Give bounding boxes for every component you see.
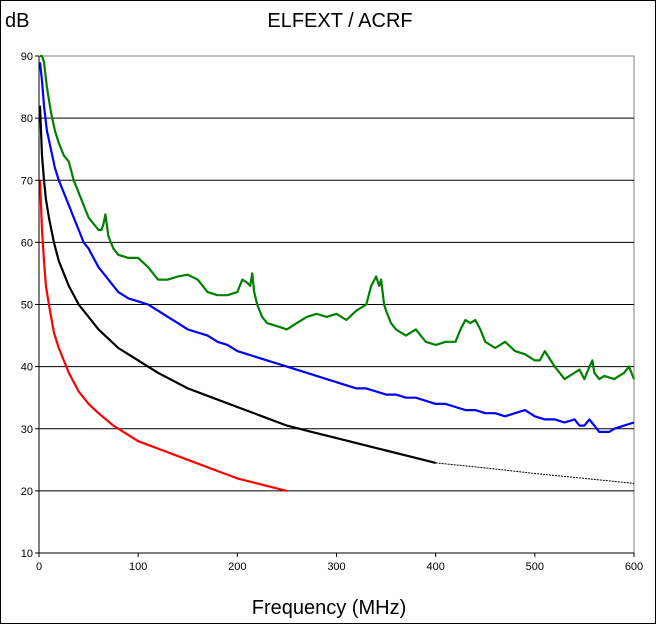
y-tick-label-90: 90 <box>21 51 33 63</box>
x-tick-label-600: 600 <box>625 561 643 573</box>
y-tick-label-80: 80 <box>21 113 33 125</box>
y-tick-label-50: 50 <box>21 300 33 312</box>
y-tick-label-30: 30 <box>21 424 33 436</box>
chart-title: ELFEXT / ACRF <box>267 10 412 32</box>
series-layer <box>38 54 636 492</box>
y-tick-label-40: 40 <box>21 362 33 374</box>
y-tick-label-10: 10 <box>21 548 33 560</box>
y-tick-label-20: 20 <box>21 486 33 498</box>
y-axis-unit-label: dB <box>5 10 29 32</box>
axis-ticks <box>35 55 635 557</box>
y-tick-label-60: 60 <box>21 237 33 249</box>
x-tick-label-0: 0 <box>36 561 42 573</box>
series-line-5 <box>38 180 288 492</box>
x-tick-label-500: 500 <box>526 561 544 573</box>
y-tick-label-70: 70 <box>21 175 33 187</box>
tick-labels: 10 20 30 40 50 60 70 80 90 0 100 200 300 400 500 600 <box>21 51 643 573</box>
x-tick-label-400: 400 <box>426 561 444 573</box>
x-tick-label-200: 200 <box>228 561 246 573</box>
series-line-3 <box>38 105 436 464</box>
series-line-1 <box>40 54 636 381</box>
series-line-2 <box>38 62 635 433</box>
gridlines <box>39 117 634 492</box>
x-tick-label-300: 300 <box>327 561 345 573</box>
x-axis-label: Frequency (MHz) <box>252 597 406 619</box>
series-line-4 <box>435 462 635 484</box>
x-tick-label-100: 100 <box>129 561 147 573</box>
